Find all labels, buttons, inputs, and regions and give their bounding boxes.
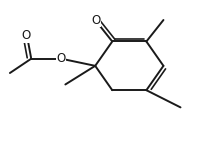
- Text: O: O: [56, 52, 66, 65]
- Text: O: O: [92, 14, 101, 27]
- Text: O: O: [21, 29, 30, 42]
